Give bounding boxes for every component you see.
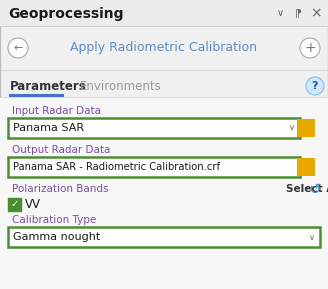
FancyBboxPatch shape (0, 97, 328, 289)
FancyBboxPatch shape (0, 0, 328, 26)
FancyBboxPatch shape (8, 227, 320, 247)
Text: ∨: ∨ (309, 232, 315, 242)
Text: ↺: ↺ (309, 181, 321, 197)
FancyBboxPatch shape (297, 119, 315, 137)
Circle shape (306, 77, 324, 95)
Text: Panama SAR - Radiometric Calibration.crf: Panama SAR - Radiometric Calibration.crf (13, 162, 220, 172)
Text: Apply Radiometric Calibration: Apply Radiometric Calibration (71, 42, 257, 55)
FancyBboxPatch shape (8, 157, 300, 177)
Text: Environments: Environments (80, 79, 162, 92)
Text: Panama SAR: Panama SAR (13, 123, 84, 133)
Circle shape (8, 38, 28, 58)
Text: Parameters: Parameters (10, 79, 87, 92)
Text: Polarization Bands: Polarization Bands (12, 184, 109, 194)
Text: Calibration Type: Calibration Type (12, 215, 96, 225)
Text: ?: ? (312, 81, 318, 91)
Text: ∨: ∨ (289, 123, 295, 132)
Text: Gamma nought: Gamma nought (13, 232, 100, 242)
Text: Output Radar Data: Output Radar Data (12, 145, 111, 155)
Text: ⁋: ⁋ (295, 8, 301, 18)
Text: VV: VV (25, 197, 41, 210)
Text: +: + (304, 41, 316, 55)
Text: ×: × (310, 6, 322, 20)
Text: ∨: ∨ (277, 8, 284, 18)
FancyBboxPatch shape (8, 118, 300, 138)
Text: ✓: ✓ (10, 199, 19, 209)
Text: Select All: Select All (286, 184, 328, 194)
Text: Input Radar Data: Input Radar Data (12, 106, 101, 116)
Text: ←: ← (13, 43, 23, 53)
FancyBboxPatch shape (297, 158, 315, 176)
Text: Geoprocessing: Geoprocessing (8, 7, 124, 21)
FancyBboxPatch shape (8, 197, 21, 210)
Circle shape (300, 38, 320, 58)
Text: ▬: ▬ (300, 121, 312, 134)
